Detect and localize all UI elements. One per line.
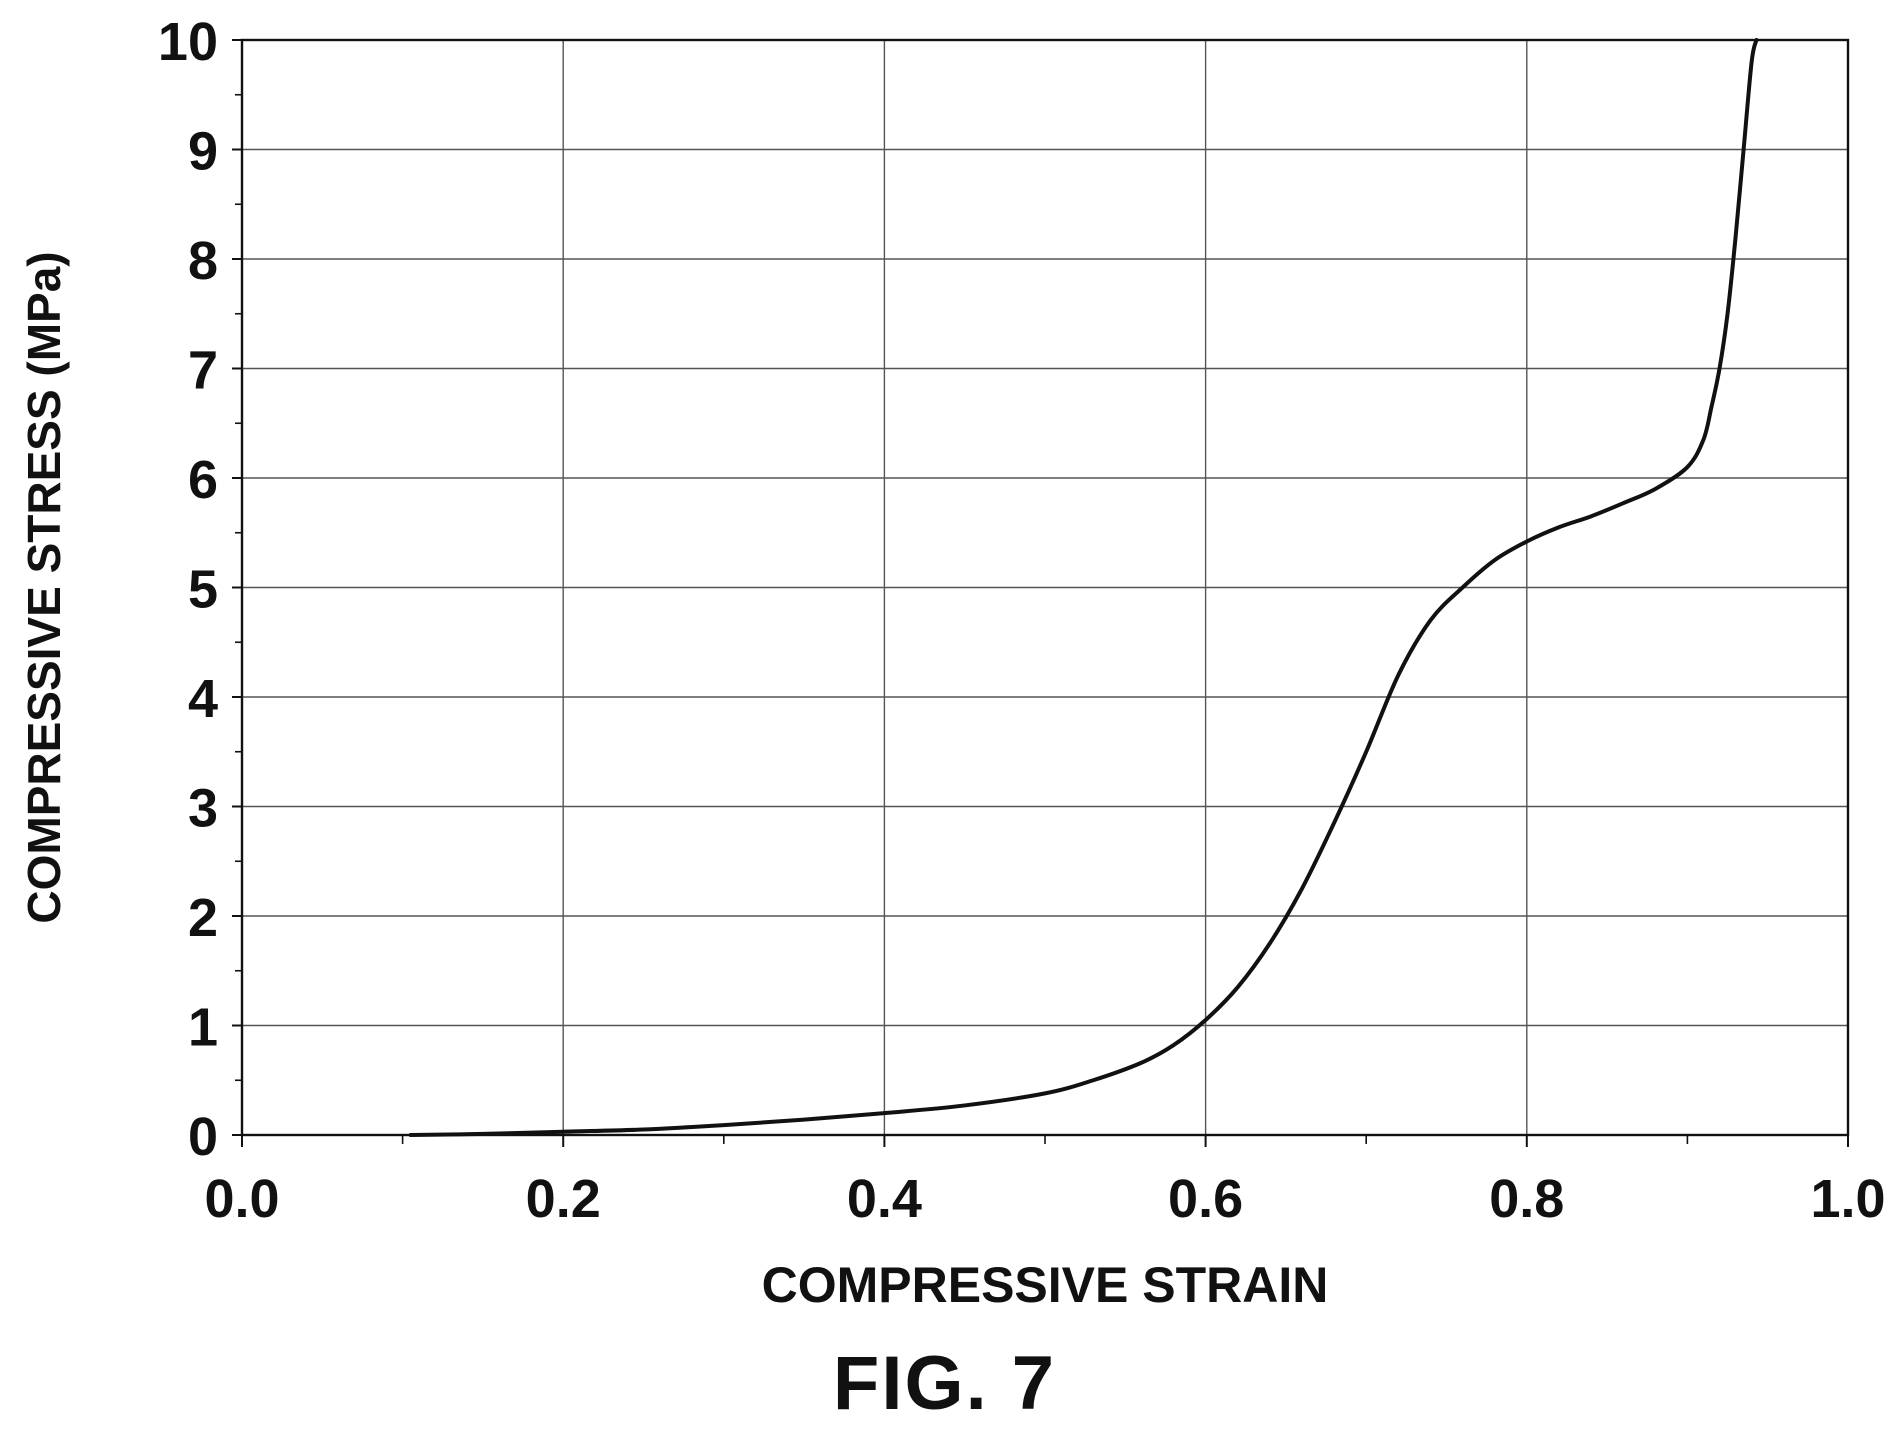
x-tick-label-5: 1.0 [1810, 1169, 1885, 1229]
y-tick-label-5: 5 [188, 560, 218, 620]
y-axis-title: COMPRESSIVE STRESS (MPa) [18, 251, 70, 923]
y-tick-label-6: 6 [188, 450, 218, 510]
x-tick-label-0: 0.0 [204, 1169, 279, 1229]
y-tick-label-2: 2 [188, 888, 218, 948]
y-tick-label-3: 3 [188, 779, 218, 839]
y-tick-label-8: 8 [188, 231, 218, 291]
x-tick-label-4: 0.8 [1489, 1169, 1564, 1229]
grid-lines [242, 40, 1848, 1135]
x-tick-label-2: 0.4 [847, 1169, 922, 1229]
x-tick-labels: 0.0 0.2 0.4 0.6 0.8 1.0 [204, 1169, 1885, 1229]
axis-ticks [232, 40, 1848, 1147]
y-tick-label-0: 0 [188, 1107, 218, 1167]
y-tick-label-1: 1 [188, 998, 218, 1058]
y-tick-label-10: 10 [158, 12, 218, 72]
y-tick-label-4: 4 [188, 669, 218, 729]
x-axis-title: COMPRESSIVE STRAIN [762, 1257, 1329, 1313]
y-tick-labels: 0 1 2 3 4 5 6 7 8 9 10 [158, 12, 218, 1167]
y-tick-label-9: 9 [188, 122, 218, 182]
x-tick-label-1: 0.2 [526, 1169, 601, 1229]
y-tick-label-7: 7 [188, 341, 218, 401]
figure-caption: FIG. 7 [0, 1340, 1889, 1427]
x-tick-label-3: 0.6 [1168, 1169, 1243, 1229]
